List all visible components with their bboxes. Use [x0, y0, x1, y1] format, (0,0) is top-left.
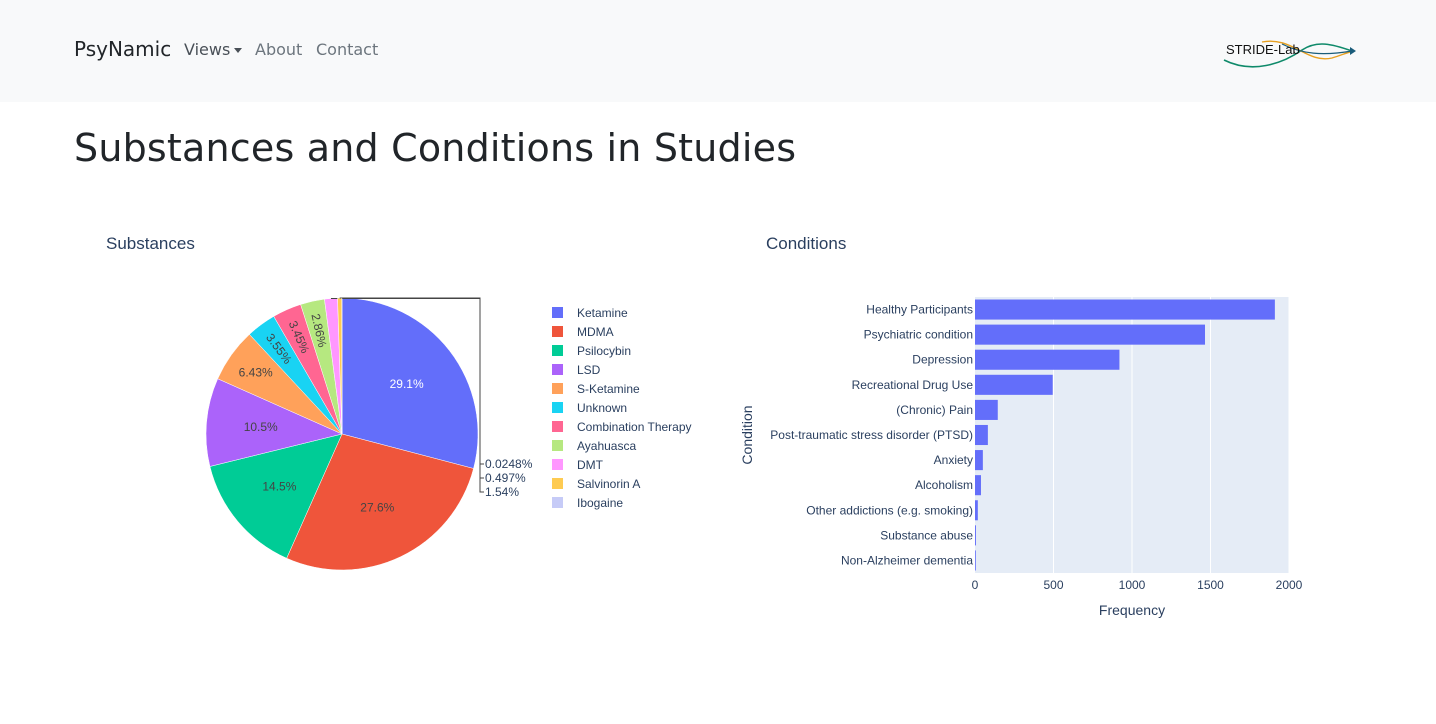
legend-swatch — [552, 364, 563, 375]
y-tick-label: Healthy Participants — [866, 303, 973, 317]
legend-item-s-ketamine[interactable]: S-Ketamine — [548, 380, 738, 399]
legend-swatch — [552, 478, 563, 489]
nav-views-label: Views — [184, 40, 231, 59]
legend-label: MDMA — [577, 325, 614, 339]
legend-label: Salvinorin A — [577, 477, 641, 491]
x-axis-title: Frequency — [1099, 602, 1165, 618]
y-tick-label: (Chronic) Pain — [896, 403, 973, 417]
bar-anxiety[interactable] — [975, 450, 983, 471]
pie-slice-mdma[interactable] — [286, 433, 474, 571]
pie-outside-label-dmt: 1.54% — [485, 485, 519, 499]
pie-label-s-ketamine: 6.43% — [239, 365, 273, 379]
substances-legend: Ketamine MDMA Psilocybin LSD S-Ketamine Unkno… — [548, 304, 738, 513]
legend-swatch — [552, 440, 563, 451]
legend-item-combination-therapy[interactable]: Combination Therapy — [548, 418, 738, 437]
bar-recreational-drug-use[interactable] — [975, 374, 1053, 395]
legend-label: Ketamine — [577, 306, 628, 320]
legend-label: Psilocybin — [577, 344, 632, 358]
pie-label-lsd: 10.5% — [244, 420, 278, 434]
legend-label: Ayahuasca — [577, 439, 637, 453]
legend-swatch — [552, 459, 563, 470]
pie-label-mdma: 27.6% — [360, 501, 394, 515]
legend-item-psilocybin[interactable]: Psilocybin — [548, 342, 738, 361]
pie-outside-label-ibogaine: 0.0248% — [485, 457, 533, 471]
bar-non-alzheimer-dementia[interactable] — [975, 550, 976, 571]
y-tick-label: Psychiatric condition — [864, 328, 973, 342]
legend-swatch — [552, 307, 563, 318]
y-tick-label: Anxiety — [934, 453, 973, 467]
legend-label: Ibogaine — [577, 496, 624, 510]
bar-psychiatric-condition[interactable] — [975, 324, 1206, 345]
bar-healthy-participants[interactable] — [975, 299, 1275, 320]
x-tick-label: 0 — [972, 578, 979, 592]
bar-chronic-pain[interactable] — [975, 399, 998, 420]
conditions-chart-title: Conditions — [766, 234, 847, 253]
page-title: Substances and Conditions in Studies — [74, 126, 797, 170]
legend-swatch — [552, 402, 563, 413]
legend-item-salvinorin-a[interactable]: Salvinorin A — [548, 475, 738, 494]
nav-views-dropdown[interactable]: Views — [184, 40, 243, 59]
bar-other-addictions-e-g-smoking[interactable] — [975, 500, 978, 521]
y-tick-label: Alcoholism — [915, 478, 973, 492]
legend-item-unknown[interactable]: Unknown — [548, 399, 738, 418]
bar-post-traumatic-stress-disorder-ptsd[interactable] — [975, 424, 988, 446]
substances-chart-title: Substances — [106, 234, 195, 253]
legend-item-lsd[interactable]: LSD — [548, 361, 738, 380]
bar-depression[interactable] — [975, 349, 1120, 370]
legend-item-mdma[interactable]: MDMA — [548, 323, 738, 342]
pie-slice-psilocybin[interactable] — [209, 433, 343, 559]
stride-lab-logo[interactable]: STRIDE-Lab — [1222, 34, 1356, 70]
logo-text: STRIDE-Lab — [1226, 42, 1300, 57]
y-tick-label: Other addictions (e.g. smoking) — [806, 503, 973, 517]
caret-down-icon — [234, 48, 243, 53]
legend-item-ketamine[interactable]: Ketamine — [548, 304, 738, 323]
navbar: PsyNamic Views About Contact STRIDE-Lab — [0, 0, 1436, 102]
legend-swatch — [552, 497, 563, 508]
x-tick-label: 2000 — [1276, 578, 1303, 592]
legend-label: LSD — [577, 363, 601, 377]
y-tick-label: Recreational Drug Use — [852, 378, 974, 392]
legend-item-ibogaine[interactable]: Ibogaine — [548, 494, 738, 513]
x-tick-label: 1000 — [1119, 578, 1146, 592]
legend-label: Unknown — [577, 401, 628, 415]
pie-label-ketamine: 29.1% — [390, 377, 424, 391]
legend-item-ayahuasca[interactable]: Ayahuasca — [548, 437, 738, 456]
legend-label: S-Ketamine — [577, 382, 640, 396]
y-axis-title: Condition — [739, 405, 755, 464]
legend-swatch — [552, 383, 563, 394]
nav-contact-link[interactable]: Contact — [316, 40, 379, 59]
bar-alcoholism[interactable] — [975, 475, 981, 496]
x-tick-label: 500 — [1043, 578, 1063, 592]
y-tick-label: Non-Alzheimer dementia — [841, 553, 973, 567]
pie-outside-label-salvinorin-a: 0.497% — [485, 471, 526, 485]
legend-label: DMT — [577, 458, 603, 472]
y-tick-label: Substance abuse — [880, 528, 973, 542]
conditions-bar-chart[interactable]: 0 500 1000 1500 2000 Healthy Participants Psyc… — [730, 280, 1330, 630]
substances-pie-chart[interactable]: 29.1%27.6%14.5%10.5%6.43%3.55%3.45%2.86%… — [150, 280, 540, 590]
legend-swatch — [552, 421, 563, 432]
pie-slice-lsd[interactable] — [205, 378, 343, 467]
pie-slice-ketamine[interactable] — [341, 297, 479, 469]
nav-about-link[interactable]: About — [255, 40, 303, 59]
pie-label-psilocybin: 14.5% — [262, 479, 296, 493]
y-tick-label: Post-traumatic stress disorder (PTSD) — [770, 428, 973, 442]
legend-item-dmt[interactable]: DMT — [548, 456, 738, 475]
y-tick-label: Depression — [912, 353, 973, 367]
legend-swatch — [552, 345, 563, 356]
bar-substance-abuse[interactable] — [975, 525, 976, 546]
pie-leader-line-ibogaine — [341, 297, 484, 465]
legend-swatch — [552, 326, 563, 337]
legend-label: Combination Therapy — [577, 420, 692, 434]
brand-link[interactable]: PsyNamic — [74, 37, 172, 61]
x-tick-label: 1500 — [1197, 578, 1224, 592]
